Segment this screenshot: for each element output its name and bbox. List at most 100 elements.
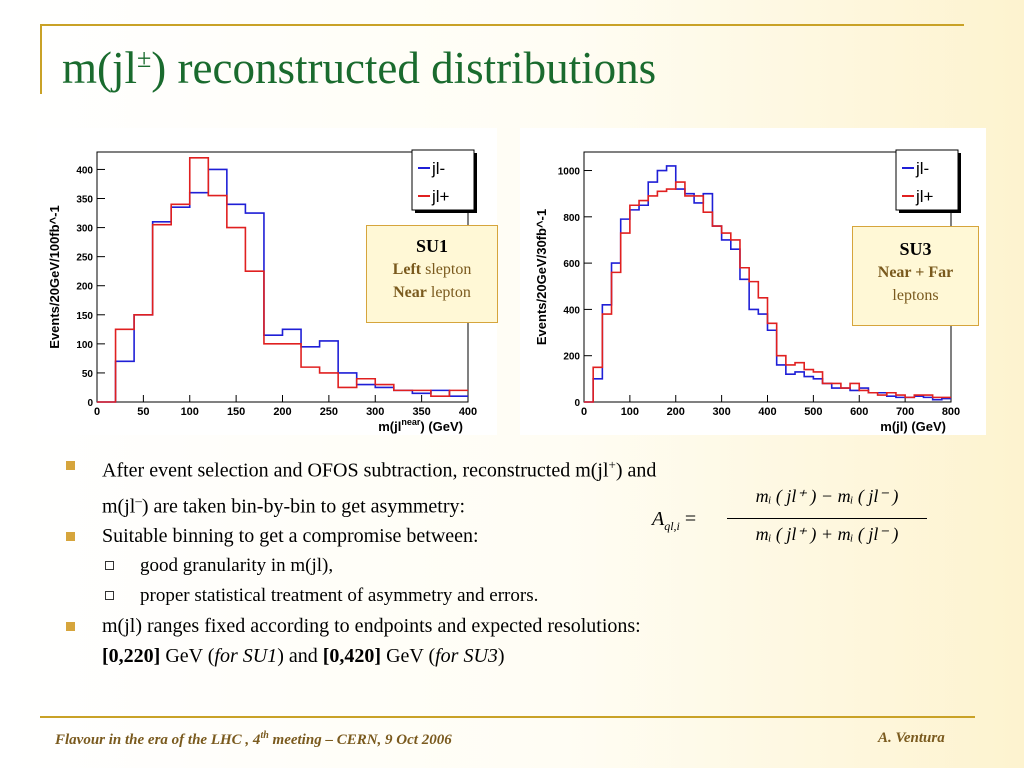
formula-numerator: mᵢ ( jl⁺ ) − mᵢ ( jl⁻ ) <box>755 486 899 506</box>
y-axis-label: Events/20GeV/30fb^-1 <box>534 209 549 345</box>
bullet-2-sub-1: good granularity in m(jl), <box>62 551 962 581</box>
bullet-2-sub-2: proper statistical treatment of asymmetr… <box>62 581 962 611</box>
x-axis-label: m(jl) (GeV) <box>880 419 946 434</box>
legend: jl-jl+ <box>411 149 477 213</box>
legend-box <box>411 149 475 211</box>
series-line-jl+ <box>97 157 468 403</box>
x-tick-label: 800 <box>942 406 960 418</box>
x-tick-label: 700 <box>896 406 914 418</box>
y-tick-label: 200 <box>76 282 93 293</box>
su1-box-title: SU1 <box>415 236 448 256</box>
bullet-3-text: m(jl) ranges fixed according to endpoint… <box>102 615 641 638</box>
su1-label-box: SU1 Left slepton Near lepton <box>366 225 498 323</box>
x-tick-label: 200 <box>273 406 291 418</box>
su3-label-box: SU3 Near + Far leptons <box>852 226 979 326</box>
x-tick-label: 0 <box>581 406 587 418</box>
x-tick-label: 400 <box>459 406 477 418</box>
footer-left-a: Flavour in the era of the LHC , 4 <box>55 732 261 748</box>
formula-lhs-a: A <box>652 508 665 530</box>
bullet-list: After event selection and OFOS subtracti… <box>62 450 962 671</box>
x-tick-label: 50 <box>137 406 149 418</box>
footer-right: A. Ventura <box>878 730 945 746</box>
for-su1: for SU1 <box>214 645 278 668</box>
x-tick-label: 350 <box>412 406 430 418</box>
series-line-jl+ <box>584 181 951 403</box>
asymmetry-formula: Aql,i = mᵢ ( jl⁺ ) − mᵢ ( jl⁻ ) mᵢ ( jl⁺… <box>652 486 932 556</box>
range-su1: [0,220] <box>102 645 161 668</box>
y-tick-label: 400 <box>76 165 93 176</box>
x-tick-label: 150 <box>227 406 245 418</box>
su3-box-line2: leptons <box>892 287 939 304</box>
su1-box-line2: Near lepton <box>367 281 497 304</box>
y-tick-label: 350 <box>76 195 93 206</box>
su1-box-bold2: Near <box>393 284 427 301</box>
su1-box-rest1: slepton <box>421 261 472 278</box>
footer-left-sup: th <box>260 730 269 741</box>
legend-label: jl+ <box>431 187 450 206</box>
y-tick-label: 800 <box>563 213 580 224</box>
x-axis-label-main: m(jl) (GeV) <box>880 419 946 434</box>
y-tick-label: 0 <box>87 398 93 409</box>
footer-left: Flavour in the era of the LHC , 4th meet… <box>55 730 452 749</box>
y-tick-label: 600 <box>563 259 580 270</box>
left-accent-bar <box>40 24 42 94</box>
formula-lhs: Aql,i = <box>652 508 696 534</box>
y-axis-label: Events/20GeV/100fb^-1 <box>47 205 62 348</box>
gev-1: GeV ( <box>160 645 215 668</box>
su1-box-line1: Left slepton <box>367 258 497 281</box>
bottom-rule <box>40 716 975 718</box>
x-tick-label: 300 <box>712 406 730 418</box>
x-tick-label: 250 <box>320 406 338 418</box>
slide-title: m(jl±) reconstructed distributions <box>62 42 656 94</box>
range-su3: [0,420] <box>322 645 382 668</box>
bullet-1: After event selection and OFOS subtracti… <box>62 450 962 521</box>
x-tick-label: 400 <box>758 406 776 418</box>
y-tick-label: 1000 <box>558 167 581 178</box>
x-tick-label: 100 <box>181 406 199 418</box>
x-tick-label: 300 <box>366 406 384 418</box>
legend-label: jl+ <box>915 187 934 206</box>
formula-equals: = <box>684 508 697 530</box>
bullet-2: Suitable binning to get a compromise bet… <box>62 521 962 551</box>
su1-box-rest2: lepton <box>426 284 471 301</box>
bullet-1-text-c: m(jl <box>102 495 136 518</box>
su3-box-line1: Near + Far <box>853 261 978 284</box>
x-axis-label-sup: near <box>401 417 421 427</box>
top-rule <box>40 24 964 26</box>
footer-left-b: meeting – CERN, 9 Oct 2006 <box>268 732 452 748</box>
bullet-1-text-a: After event selection and OFOS subtracti… <box>102 459 609 482</box>
y-tick-label: 0 <box>574 398 580 409</box>
title-part: m(jl <box>62 43 137 93</box>
y-tick-label: 400 <box>563 305 580 316</box>
x-tick-label: 600 <box>850 406 868 418</box>
for-su3: for SU3 <box>435 645 498 668</box>
y-tick-label: 150 <box>76 311 93 322</box>
y-tick-label: 100 <box>76 340 93 351</box>
legend-label: jl- <box>431 159 445 178</box>
su3-box-bold1: Near + Far <box>877 264 954 281</box>
bullet-1-text-b: ) and <box>615 459 657 482</box>
legend: jl-jl+ <box>895 149 961 213</box>
legend-box <box>895 149 959 211</box>
bullet-1-sup-a: + <box>608 457 616 472</box>
formula-fraction-line <box>727 518 927 519</box>
x-axis-label: m(jlnear) (GeV) <box>378 417 463 434</box>
su3-box-title: SU3 <box>899 239 932 259</box>
y-tick-label: 300 <box>76 224 93 235</box>
bullet-1-text-d: ) are taken bin-by-bin to get asymmetry: <box>141 495 466 518</box>
x-tick-label: 200 <box>667 406 685 418</box>
chart-su3-svg: 0 100 200 300 400 500 600 700 800 0 200 400 600 800 10… <box>534 149 961 434</box>
x-tick-label: 100 <box>621 406 639 418</box>
and-text: ) and <box>277 645 323 668</box>
y-tick-label: 50 <box>82 369 94 380</box>
legend-label: jl- <box>915 159 929 178</box>
title-rest: ) reconstructed distributions <box>151 43 657 93</box>
x-axis-label-tail: ) (GeV) <box>420 419 463 434</box>
bullet-1-sup-c: – <box>135 492 142 508</box>
x-tick-label: 0 <box>94 406 100 418</box>
formula-lhs-sub: ql,i <box>664 519 680 533</box>
formula-denominator: mᵢ ( jl⁺ ) + mᵢ ( jl⁻ ) <box>755 524 899 544</box>
gev-2: GeV ( <box>381 645 436 668</box>
y-tick-label: 200 <box>563 352 580 363</box>
bullet-3: m(jl) ranges fixed according to endpoint… <box>62 611 962 671</box>
